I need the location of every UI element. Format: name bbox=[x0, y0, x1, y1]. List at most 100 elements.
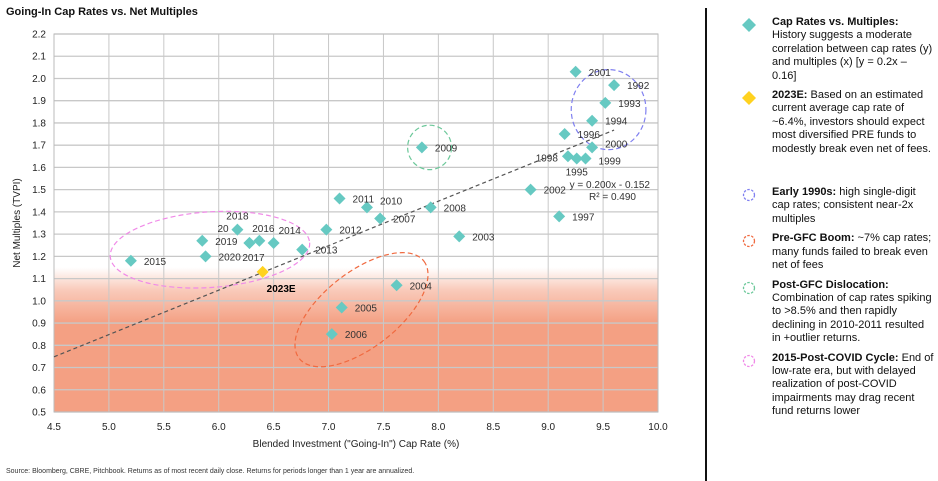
legend-heading: Early 1990s: bbox=[772, 186, 837, 199]
x-tick-label: 9.0 bbox=[541, 422, 555, 433]
x-tick-label: 7.0 bbox=[322, 422, 336, 433]
legend-heading: Pre-GFC Boom: bbox=[772, 232, 855, 245]
diamond-icon bbox=[742, 18, 756, 32]
x-tick-label: 6.0 bbox=[212, 422, 226, 433]
legend-item: Early 1990s: high single-digit cap rates… bbox=[742, 186, 934, 226]
x-tick-label: 8.5 bbox=[486, 422, 500, 433]
y-tick-label: 1.4 bbox=[32, 207, 46, 218]
below-breakeven-gradient bbox=[54, 267, 658, 324]
x-tick-label: 7.5 bbox=[377, 422, 391, 433]
point-label: 2003 bbox=[472, 232, 495, 243]
dashed-circle-icon bbox=[742, 354, 756, 367]
point-label: 2017 bbox=[242, 253, 265, 264]
y-tick-label: 1.1 bbox=[32, 274, 46, 285]
y-tick-label: 1.7 bbox=[32, 141, 46, 152]
point-label: 2015 bbox=[144, 257, 167, 268]
data-point-1998 bbox=[561, 150, 574, 163]
legend-item: Post-GFC Dislocation: Combination of cap… bbox=[742, 279, 934, 346]
legend-heading: Cap Rates vs. Multiples: bbox=[772, 16, 899, 28]
point-label: 1992 bbox=[627, 81, 650, 92]
point-label: 2007 bbox=[393, 215, 416, 226]
point-label: 2011 bbox=[353, 195, 375, 206]
data-point-2019 bbox=[196, 234, 209, 247]
data-point-1996 bbox=[558, 128, 571, 141]
data-point-1995 bbox=[570, 152, 583, 165]
data-point-2005 bbox=[335, 301, 348, 314]
y-tick-label: 0.6 bbox=[32, 385, 46, 396]
x-tick-label: 6.5 bbox=[267, 422, 281, 433]
x-axis-label: Blended Investment ("Going-In") Cap Rate… bbox=[253, 439, 460, 450]
x-tick-label: 5.0 bbox=[102, 422, 116, 433]
y-tick-label: 1.9 bbox=[32, 96, 46, 107]
ellipse-post-gfc bbox=[407, 124, 453, 171]
dashed-circle-icon bbox=[742, 235, 756, 248]
data-point-2013 bbox=[296, 243, 309, 256]
estimate-label: 2023E bbox=[267, 284, 296, 295]
point-label: 1993 bbox=[618, 99, 641, 110]
point-label: 1997 bbox=[572, 212, 595, 223]
dashed-circle-icon bbox=[742, 281, 756, 294]
data-point-2002 bbox=[524, 183, 537, 196]
legend-heading: 2015-Post-COVID Cycle: bbox=[772, 351, 899, 364]
legend-text: Combination of cap rates spiking to >8.5… bbox=[772, 291, 932, 345]
data-point-2018 bbox=[231, 223, 244, 236]
point-label: 2012 bbox=[339, 226, 362, 237]
point-label: 1998 bbox=[536, 153, 559, 164]
point-label: 2018 bbox=[226, 212, 249, 223]
y-tick-label: 1.5 bbox=[32, 185, 46, 196]
point-label: 2000 bbox=[605, 139, 628, 150]
data-point-2006 bbox=[325, 328, 338, 341]
point-label: 2009 bbox=[435, 143, 458, 154]
legend-text: Based on an estimated current average ca… bbox=[772, 89, 931, 155]
data-point-2020 bbox=[199, 250, 212, 263]
data-point-2007 bbox=[374, 212, 387, 225]
point-label: 1995 bbox=[566, 168, 589, 179]
data-point-1993 bbox=[599, 96, 612, 109]
y-tick-label: 0.7 bbox=[32, 363, 46, 374]
data-point-2015 bbox=[124, 254, 137, 267]
point-label: 2019 bbox=[215, 237, 238, 248]
data-point-20 bbox=[243, 237, 256, 250]
estimate-point-2023E bbox=[256, 265, 269, 278]
legend-heading: Post-GFC Dislocation: bbox=[772, 278, 889, 291]
point-label: 2001 bbox=[589, 68, 612, 79]
ellipse-2015-post-covid bbox=[109, 210, 311, 289]
legend-item: Cap Rates vs. Multiples: History suggest… bbox=[742, 16, 934, 83]
point-label: 1994 bbox=[605, 117, 628, 128]
divider bbox=[705, 8, 707, 481]
y-tick-label: 1.6 bbox=[32, 163, 46, 174]
y-tick-label: 0.5 bbox=[32, 408, 46, 419]
point-label: 2010 bbox=[380, 196, 403, 207]
legend-item: 2023E: Based on an estimated current ave… bbox=[742, 89, 934, 156]
x-tick-label: 5.5 bbox=[157, 422, 171, 433]
data-point-2011 bbox=[333, 192, 346, 205]
y-tick-label: 1.0 bbox=[32, 296, 46, 307]
data-point-2001 bbox=[569, 65, 582, 78]
point-label: 1999 bbox=[599, 157, 622, 168]
y-tick-label: 1.3 bbox=[32, 230, 46, 241]
point-label: 1996 bbox=[578, 130, 601, 141]
data-point-2016 bbox=[253, 234, 266, 247]
legend-heading: 2023E: bbox=[772, 89, 808, 102]
point-label: 2006 bbox=[345, 330, 368, 341]
trendline bbox=[53, 129, 615, 358]
trendline-r2: R² = 0.490 bbox=[589, 192, 636, 203]
y-tick-label: 2.1 bbox=[32, 52, 46, 63]
x-tick-label: 10.0 bbox=[648, 422, 668, 433]
x-tick-label: 4.5 bbox=[47, 422, 61, 433]
data-point-2000 bbox=[586, 141, 599, 154]
point-label: 2004 bbox=[410, 281, 433, 292]
plot-border bbox=[53, 33, 659, 413]
data-point-1997 bbox=[553, 210, 566, 223]
data-point-2014 bbox=[267, 237, 280, 250]
source-note: Source: Bloomberg, CBRE, Pitchbook. Retu… bbox=[6, 468, 415, 475]
chart-title: Going-In Cap Rates vs. Net Multiples bbox=[6, 6, 198, 18]
data-point-2004 bbox=[390, 279, 403, 292]
dashed-circle-icon bbox=[742, 188, 756, 202]
data-point-1994 bbox=[586, 114, 599, 127]
data-point-2008 bbox=[424, 201, 437, 214]
y-tick-label: 1.2 bbox=[32, 252, 46, 263]
trendline-equation: y = 0.200x - 0.152 bbox=[570, 180, 651, 191]
y-tick-label: 2.2 bbox=[32, 30, 46, 41]
